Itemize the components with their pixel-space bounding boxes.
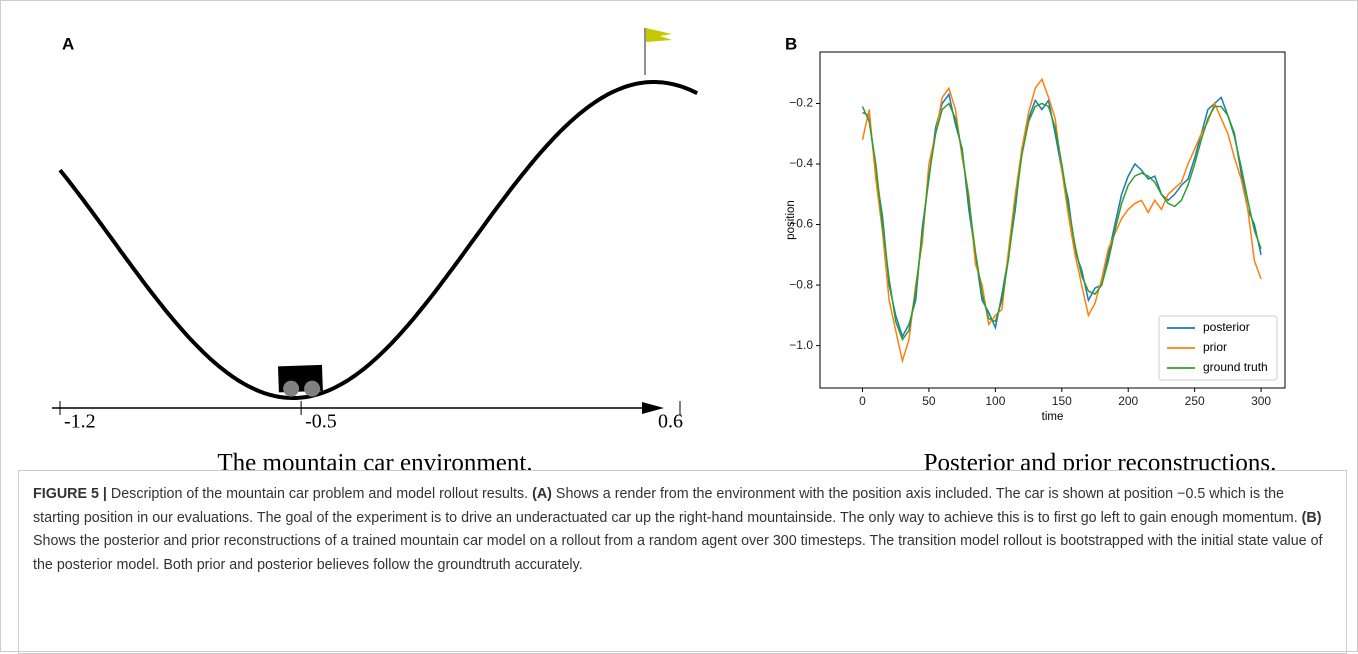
legend-box (1158, 315, 1278, 381)
car-wheel (283, 380, 300, 397)
y-tick-label: −0.8 (789, 277, 813, 291)
caption-text: Shows the posterior and prior reconstruc… (33, 509, 1327, 573)
mountain-curve (58, 80, 699, 400)
x-tick-label: 300 (1251, 394, 1271, 408)
x-axis-label: time (1042, 411, 1064, 423)
legend-label: ground truth (1203, 360, 1268, 374)
caption-bold: FIGURE 5 | (33, 486, 107, 502)
y-axis-label: position (785, 200, 797, 240)
caption-bold: (A) (532, 486, 552, 502)
flag (646, 28, 672, 42)
series-line (861, 102, 1262, 342)
y-tick-label: −1.0 (789, 338, 813, 352)
axis-arrow (642, 402, 664, 414)
x-tick-label: 150 (1052, 394, 1072, 408)
x-tick-label: 200 (1118, 394, 1138, 408)
tick-label: -0.5 (305, 411, 337, 433)
series-line (861, 77, 1262, 364)
x-tick-label: 50 (922, 394, 936, 408)
panel-label: B (785, 34, 797, 53)
legend-label: posterior (1203, 320, 1250, 334)
figure-caption: FIGURE 5 | Description of the mountain c… (18, 470, 1347, 654)
x-tick-label: 250 (1185, 394, 1205, 408)
tick-label: 0.6 (658, 411, 683, 433)
panel-caption: The mountain car environment. (217, 450, 532, 470)
figure: A The mountain car environment. B Poster… (52, 28, 1286, 470)
caption-bold: (B) (1301, 509, 1322, 526)
series-line (862, 92, 1262, 339)
panel-label: A (62, 34, 74, 53)
caption-text: Description of the mountain car problem … (106, 486, 533, 502)
x-tick-label: 0 (859, 394, 866, 408)
x-tick-label: 100 (985, 394, 1005, 408)
y-tick-label: −0.6 (789, 217, 813, 231)
y-tick-label: −0.4 (789, 156, 813, 170)
car-wheel (304, 380, 321, 397)
panel-caption: Posterior and prior reconstructions. (924, 450, 1277, 470)
tick-label: -1.2 (64, 411, 96, 433)
legend-label: prior (1203, 340, 1227, 354)
plot-frame (819, 51, 1286, 389)
y-tick-label: −0.2 (789, 96, 813, 110)
caption-text: Shows a render from the environment with… (33, 486, 1302, 526)
